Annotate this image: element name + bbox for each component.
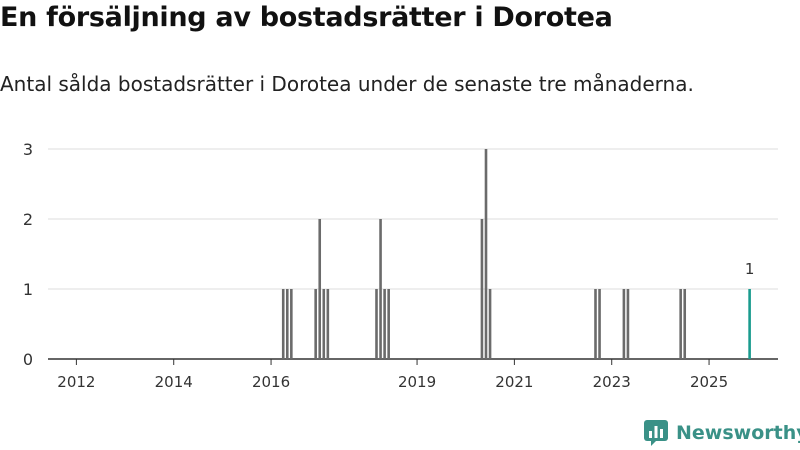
x-tick-label: 2025	[690, 373, 728, 391]
bar	[598, 289, 601, 359]
y-axis-ticks: 0 1 2 3	[23, 140, 33, 369]
x-axis-ticks: 2012 2014 2016 2019 2021 2023 2025	[57, 359, 728, 391]
y-tick-label: 3	[23, 140, 33, 159]
bar	[626, 289, 630, 359]
data-label: 1	[745, 260, 755, 278]
bar	[290, 289, 293, 359]
bar	[285, 289, 289, 359]
bar	[488, 289, 492, 359]
brand-name: Newsworthy	[676, 422, 800, 444]
x-tick-label: 2014	[155, 373, 193, 391]
bar	[594, 289, 597, 359]
bar	[383, 289, 386, 359]
x-tick-label: 2012	[57, 373, 95, 391]
y-tick-label: 0	[23, 350, 33, 369]
data-labels: 1	[745, 260, 755, 278]
bar	[318, 219, 322, 359]
x-tick-label: 2019	[398, 373, 436, 391]
y-tick-label: 2	[23, 210, 33, 229]
bar	[387, 289, 390, 359]
x-tick-label: 2023	[593, 373, 631, 391]
chart-title: En försäljning av bostadsrätter i Dorote…	[0, 2, 613, 33]
x-tick-label: 2021	[495, 373, 533, 391]
bar	[622, 289, 626, 359]
bar	[379, 219, 382, 359]
bar	[281, 289, 285, 359]
bar	[679, 289, 682, 359]
newsworthy-logo[interactable]: Newsworthy	[644, 420, 800, 446]
bar	[683, 289, 687, 359]
x-tick-label: 2016	[252, 373, 290, 391]
bar	[480, 219, 484, 359]
y-tick-label: 1	[23, 280, 33, 299]
bar	[375, 289, 378, 359]
gridlines	[48, 148, 778, 360]
bars	[281, 149, 751, 359]
newsworthy-bar-chart-icon	[644, 420, 668, 446]
bar	[322, 289, 326, 359]
bar	[326, 289, 330, 359]
highlighted-bar	[748, 289, 751, 359]
chart-subtitle: Antal sålda bostadsrätter i Dorotea unde…	[0, 72, 694, 96]
bar	[484, 149, 488, 359]
bar	[314, 289, 317, 359]
